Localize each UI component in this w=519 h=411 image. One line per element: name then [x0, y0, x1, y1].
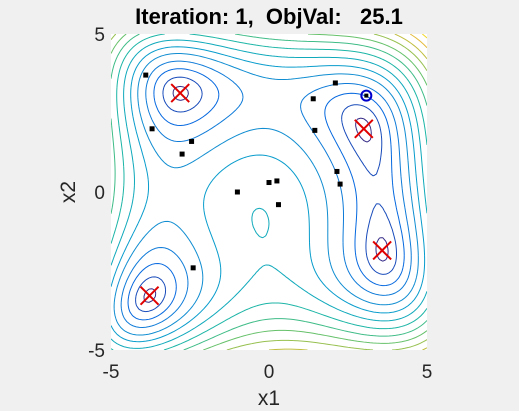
contour-line: [409, 34, 427, 49]
minimum-x-marker: [170, 83, 190, 103]
particle-point: [332, 80, 338, 86]
contour-line: [268, 34, 427, 350]
contour-line: [111, 34, 427, 350]
contour-line: [135, 76, 397, 313]
y-tick-label: 5: [94, 25, 105, 46]
y-tick-label: -5: [88, 341, 105, 362]
contour-line: [127, 68, 405, 321]
contour-line: [111, 34, 427, 350]
y-axis-label: x2: [57, 181, 80, 203]
axis-ticks: -5 0 5 -5 0 5: [88, 25, 432, 383]
x-tick-label: -5: [103, 362, 120, 383]
x-tick-label: 5: [422, 362, 433, 383]
contour-line: [111, 39, 427, 349]
data-marks: [139, 72, 392, 306]
minimum-x-marker: [354, 119, 374, 139]
particle-point: [143, 72, 149, 78]
plot-background: [111, 34, 427, 350]
particle-point: [312, 127, 318, 133]
particle-point: [310, 96, 316, 102]
particle-point: [334, 168, 340, 174]
particle-point: [274, 178, 280, 184]
contour-line: [120, 60, 412, 328]
y-tick-label: 0: [94, 183, 105, 204]
global-best-particle: [364, 93, 369, 98]
particle-point: [275, 202, 281, 208]
contour-line: [111, 34, 427, 350]
chart-title: Iteration: 1, ObjVal: 25.1: [135, 4, 403, 29]
minimum-x-marker: [139, 285, 160, 306]
particle-point: [179, 151, 185, 157]
particle-point: [337, 181, 343, 187]
contour-line: [113, 53, 419, 336]
x-axis-label: x1: [258, 387, 280, 410]
x-tick-label: 0: [264, 362, 275, 383]
particle-point: [190, 265, 196, 271]
minimum-x-marker: [372, 240, 392, 261]
global-best-marker: [360, 89, 373, 102]
contour-line: [111, 34, 427, 350]
particle-point: [266, 180, 272, 186]
particle-point: [149, 126, 155, 132]
contour-line: [421, 34, 427, 39]
particle-point: [234, 189, 240, 195]
plot-area: [111, 34, 427, 350]
contour-line: [111, 46, 426, 343]
particle-point: [189, 138, 195, 144]
